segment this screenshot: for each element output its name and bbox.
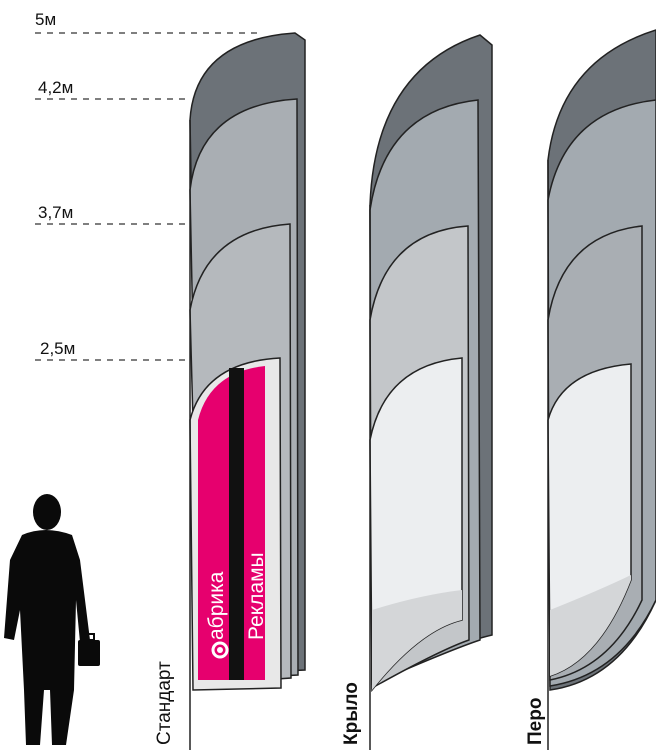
logo-line2: Рекламы xyxy=(245,552,268,640)
flag-label-feather: Перо xyxy=(525,697,546,745)
briefcase-icon xyxy=(78,640,100,666)
height-label-5m: 5м xyxy=(35,10,57,29)
flag-standard xyxy=(189,32,306,750)
height-label-3-7m: 3,7м xyxy=(38,203,74,222)
height-label-4-2m: 4,2м xyxy=(38,78,74,97)
person-silhouette xyxy=(4,494,100,745)
flag-feather xyxy=(547,29,656,750)
logo-line1: абрика xyxy=(205,571,228,640)
height-guides xyxy=(35,32,262,361)
flag-wing xyxy=(369,34,493,750)
logo-icon xyxy=(211,641,229,659)
flag-label-standard: Стандарт xyxy=(154,661,175,745)
flag-label-wing: Крыло xyxy=(341,682,362,745)
print-black-stripe xyxy=(229,368,244,680)
height-label-2-5m: 2,5м xyxy=(40,339,76,358)
